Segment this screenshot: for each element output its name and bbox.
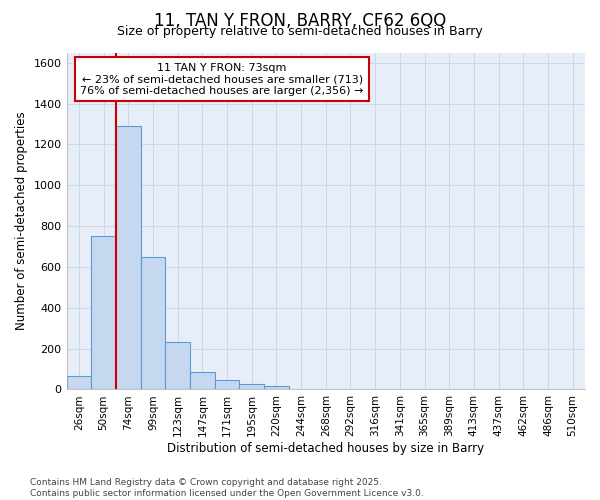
Bar (91, 236, 116, 390)
Bar (67, 376, 91, 390)
Text: 11 TAN Y FRON: 73sqm
← 23% of semi-detached houses are smaller (713)
76% of semi: 11 TAN Y FRON: 73sqm ← 23% of semi-detac… (80, 62, 364, 96)
Y-axis label: Number of semi-detached properties: Number of semi-detached properties (15, 112, 28, 330)
Text: Size of property relative to semi-detached houses in Barry: Size of property relative to semi-detach… (117, 25, 483, 38)
Text: 11, TAN Y FRON, BARRY, CF62 6QQ: 11, TAN Y FRON, BARRY, CF62 6QQ (154, 12, 446, 30)
Bar (116, 126, 140, 390)
Bar (239, 384, 264, 390)
X-axis label: Distribution of semi-detached houses by size in Barry: Distribution of semi-detached houses by … (167, 442, 484, 455)
Bar (140, 256, 165, 390)
Text: Contains HM Land Registry data © Crown copyright and database right 2025.
Contai: Contains HM Land Registry data © Crown c… (30, 478, 424, 498)
Bar (190, 372, 215, 390)
Bar (264, 386, 289, 390)
Bar (165, 342, 190, 390)
Bar (215, 380, 239, 390)
